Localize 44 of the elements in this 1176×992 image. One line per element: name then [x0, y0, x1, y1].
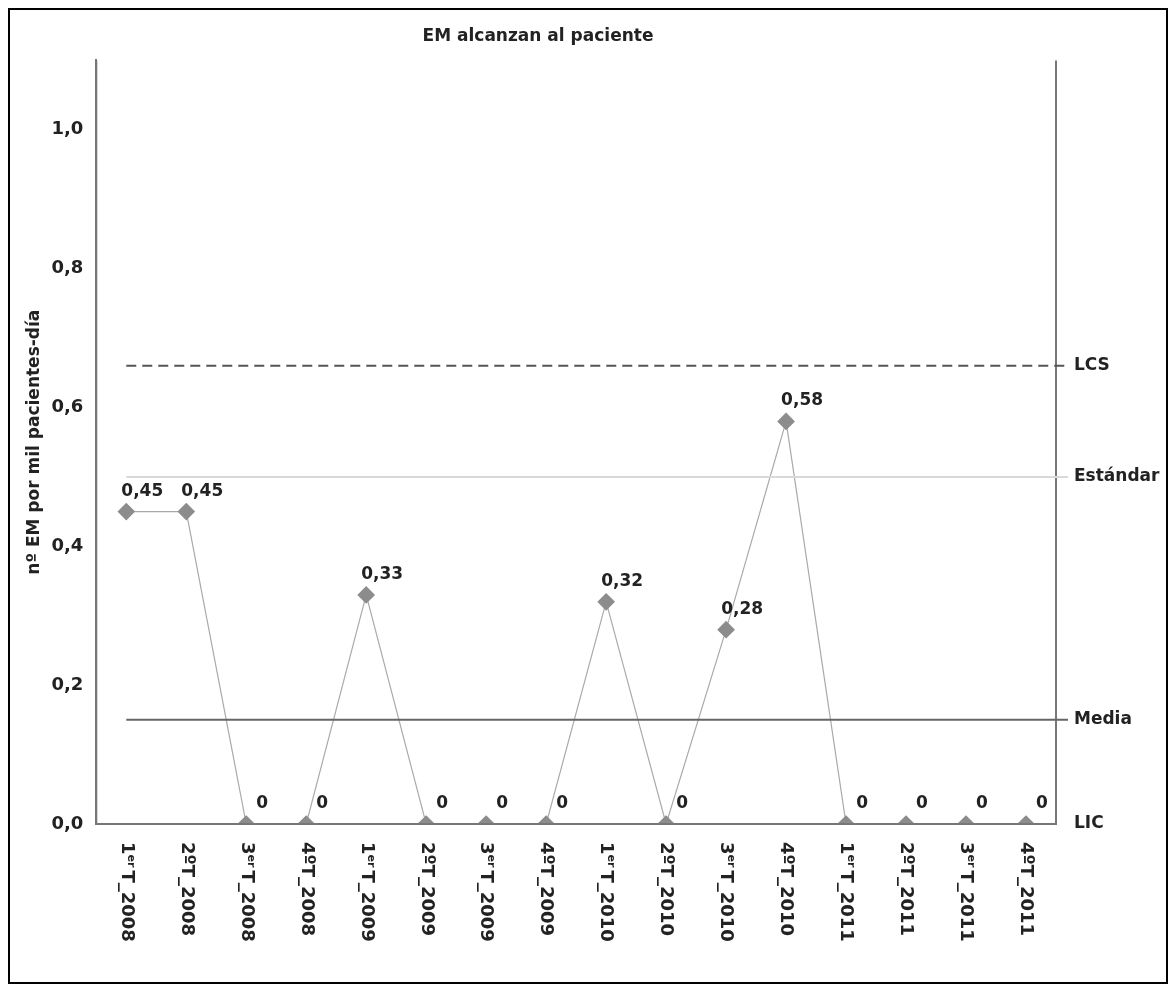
- y-tick-label: 0,8: [51, 256, 84, 278]
- data-label: 0: [976, 791, 989, 812]
- x-tick-label: 1erT_2011: [837, 842, 859, 942]
- data-label: 0: [256, 791, 269, 812]
- ref-line-label: Media: [1074, 708, 1132, 729]
- data-label: 0,32: [601, 569, 644, 590]
- ref-line-label: Estándar: [1074, 465, 1161, 486]
- chart-title: EM alcanzan al paciente: [422, 24, 654, 45]
- data-label: 0,45: [121, 479, 164, 500]
- x-tick-label: 4ºT_2011: [1017, 842, 1039, 937]
- data-label: 0,45: [181, 479, 224, 500]
- data-label: 0: [316, 791, 329, 812]
- x-tick-label: 3erT_2009: [477, 842, 499, 942]
- data-label: 0: [856, 791, 869, 812]
- x-tick-label: 3erT_2011: [957, 842, 979, 942]
- y-tick-label: 0,0: [51, 811, 84, 833]
- y-tick-label: 1,0: [51, 117, 84, 139]
- data-label: 0: [436, 791, 449, 812]
- y-tick-label: 0,6: [51, 395, 84, 417]
- x-tick-label: 2ºT_2010: [657, 842, 679, 937]
- x-tick-label: 3erT_2008: [237, 842, 259, 942]
- data-label: 0,33: [361, 562, 404, 583]
- text: LIC: [1074, 812, 1104, 833]
- ref-line-label: LCS: [1074, 354, 1110, 375]
- y-axis-title: nº EM por mil pacientes-día: [22, 309, 43, 575]
- x-tick-label: 3erT_2010: [717, 842, 739, 942]
- y-tick-label: 0,2: [51, 672, 84, 694]
- x-tick-label: 4ºT_2010: [777, 842, 799, 937]
- x-tick-label: 1erT_2008: [117, 842, 139, 942]
- data-label: 0: [556, 791, 569, 812]
- x-tick-label: 1erT_2010: [597, 842, 619, 942]
- x-tick-label: 4ºT_2008: [297, 842, 319, 937]
- x-tick-label: 2ºT_2011: [897, 842, 919, 937]
- x-tick-label: 2ºT_2009: [417, 842, 439, 937]
- x-tick-label: 4ºT_2009: [537, 842, 559, 937]
- y-tick-label: 0,4: [51, 534, 84, 555]
- data-label: 0,58: [781, 389, 824, 410]
- data-label: 0: [916, 791, 929, 812]
- data-label: 0: [676, 791, 689, 812]
- x-tick-label: 2ºT_2008: [177, 842, 199, 937]
- data-label: 0,28: [721, 597, 764, 618]
- x-tick-label: 1erT_2009: [357, 842, 379, 942]
- data-label: 0: [1036, 791, 1049, 812]
- data-label: 0: [496, 791, 509, 812]
